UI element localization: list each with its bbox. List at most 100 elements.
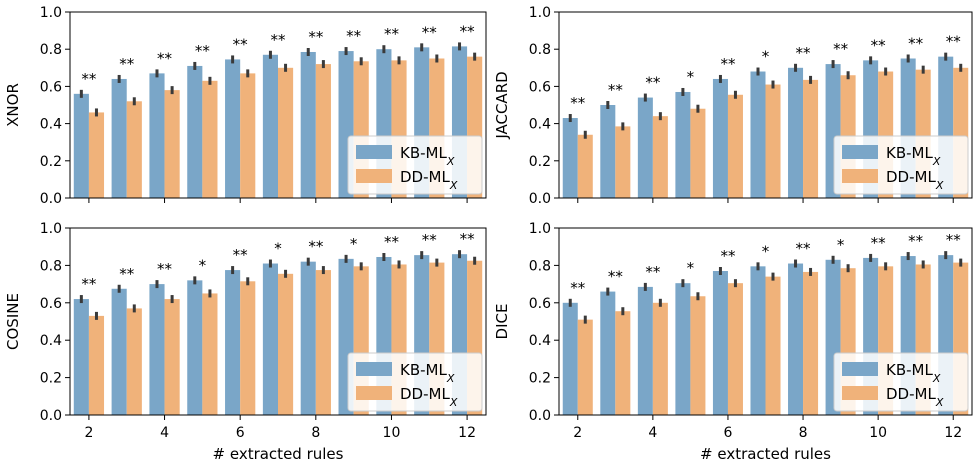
dd-bar-6 (727, 94, 743, 198)
dd-bar-2 (577, 134, 593, 198)
y-tick-label: 0.0 (529, 408, 551, 424)
kb-bar-3 (111, 78, 127, 198)
y-tick-label: 0.8 (529, 42, 551, 58)
significance-marker-4: ** (645, 263, 661, 281)
legend-label-dd: DD-MLX (886, 385, 944, 409)
dd-bar-7 (765, 84, 781, 198)
legend-swatch-kb (356, 145, 392, 159)
x-tick-label: 8 (799, 425, 808, 441)
axes-frame (558, 227, 973, 416)
y-tick-label: 1.0 (529, 5, 551, 21)
kb-bar-2 (562, 118, 578, 198)
significance-marker-10: ** (384, 233, 400, 251)
significance-marker-10: ** (871, 234, 887, 252)
y-tick-label: 0.8 (40, 42, 62, 58)
legend-label-dd: DD-MLX (886, 168, 944, 192)
x-tick-label: 10 (869, 425, 887, 441)
significance-marker-2: ** (570, 279, 586, 297)
significance-marker-5: * (199, 256, 207, 274)
legend-subscript: X (449, 179, 458, 192)
significance-marker-5: ** (195, 42, 211, 60)
y-tick-label: 0.2 (40, 371, 62, 387)
dd-bar-8 (803, 271, 819, 415)
kb-bar-4 (149, 284, 165, 415)
significance-marker-5: * (687, 259, 695, 277)
y-tick-label: 0.0 (40, 191, 62, 207)
y-axis-label: XNOR (4, 83, 22, 127)
kb-bar-5 (187, 280, 203, 415)
dd-bar-6 (240, 281, 256, 415)
kb-bar-5 (675, 283, 691, 415)
significance-marker-8: ** (308, 28, 324, 46)
x-tick-label: 8 (311, 425, 320, 441)
x-tick-label: 2 (573, 425, 582, 441)
significance-marker-8: ** (308, 238, 324, 256)
significance-marker-4: ** (645, 74, 661, 92)
kb-bar-8 (788, 263, 804, 415)
significance-marker-2: ** (570, 94, 586, 112)
axes-frame (69, 227, 487, 416)
kb-bar-2 (73, 299, 89, 415)
legend-subscript: X (935, 179, 944, 192)
significance-marker-7: * (274, 240, 282, 258)
significance-marker-7: ** (271, 31, 287, 49)
y-tick-label: 0.8 (529, 258, 551, 274)
x-tick-label: 4 (160, 425, 169, 441)
legend-label-kb: KB-MLX (400, 361, 455, 385)
significance-marker-2: ** (81, 70, 97, 88)
significance-marker-12: ** (460, 230, 476, 248)
significance-marker-7: * (762, 48, 770, 66)
dd-bar-5 (690, 296, 706, 415)
significance-marker-5: * (687, 68, 695, 86)
x-tick-label: 6 (723, 425, 732, 441)
significance-marker-7: * (762, 242, 770, 260)
significance-marker-8: ** (796, 44, 812, 62)
x-tick-label: 12 (458, 425, 476, 441)
significance-marker-9: * (837, 236, 845, 254)
significance-marker-10: ** (871, 36, 887, 54)
significance-marker-11: ** (422, 231, 438, 249)
y-axis-label: JACCARD (493, 71, 511, 139)
dd-bar-5 (202, 80, 218, 198)
legend-subscript: X (446, 155, 455, 168)
significance-marker-2: ** (81, 275, 97, 293)
x-tick-label: 12 (944, 425, 962, 441)
legend-label-kb: KB-MLX (886, 361, 941, 385)
legend-subscript: X (935, 396, 944, 409)
significance-marker-6: ** (233, 35, 249, 53)
legend-swatch-dd (356, 169, 392, 183)
y-axis-label: DICE (493, 304, 511, 340)
significance-marker-12: ** (946, 33, 962, 51)
dd-bar-3 (615, 311, 631, 415)
kb-bar-8 (300, 261, 316, 415)
legend-label-kb: KB-MLX (400, 144, 455, 168)
significance-marker-11: ** (422, 23, 438, 41)
kb-bar-5 (675, 91, 691, 198)
dd-bar-5 (202, 293, 218, 415)
y-axis-label: COSINE (4, 293, 22, 350)
significance-marker-8: ** (796, 240, 812, 258)
kb-bar-7 (750, 266, 766, 415)
x-tick-label: 2 (84, 425, 93, 441)
significance-marker-3: ** (119, 265, 135, 283)
legend-swatch-dd (356, 386, 392, 400)
kb-bar-6 (225, 270, 241, 415)
significance-marker-4: ** (157, 260, 173, 278)
legend-subscript: X (932, 372, 941, 385)
dd-bar-4 (164, 90, 180, 198)
legend-label-dd: DD-MLX (400, 385, 458, 409)
significance-marker-11: ** (908, 35, 924, 53)
significance-marker-12: ** (946, 231, 962, 249)
axes-frame (558, 11, 973, 199)
kb-bar-7 (262, 54, 278, 198)
dd-bar-7 (278, 273, 294, 415)
y-tick-label: 1.0 (529, 221, 551, 237)
kb-bar-8 (788, 67, 804, 198)
y-tick-label: 0.0 (529, 191, 551, 207)
y-tick-label: 0.4 (529, 333, 551, 349)
kb-bar-3 (111, 288, 127, 415)
dd-bar-8 (803, 79, 819, 198)
kb-bar-3 (600, 105, 616, 198)
dd-bar-2 (88, 112, 105, 198)
